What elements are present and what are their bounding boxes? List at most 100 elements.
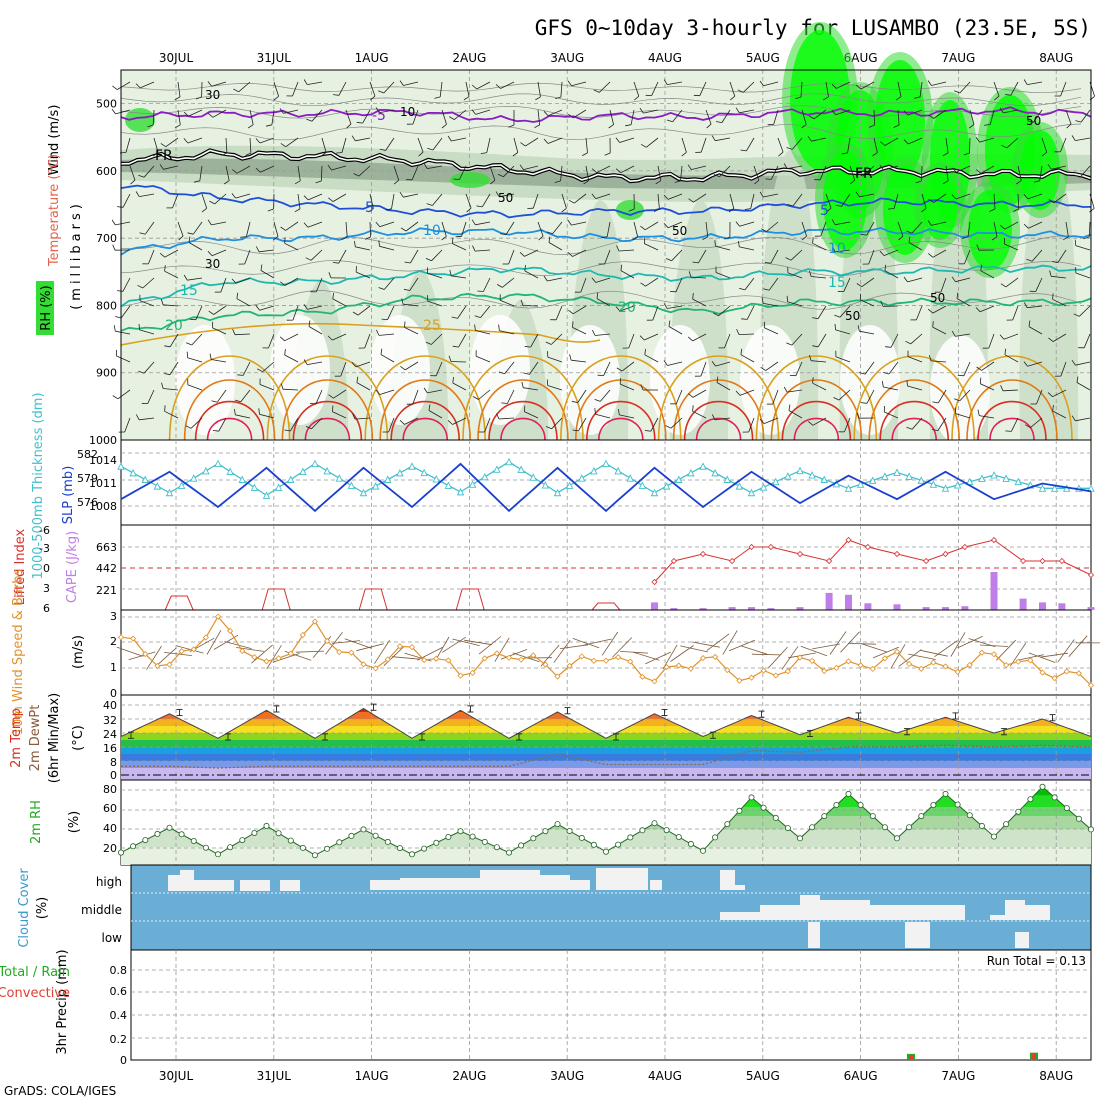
wind-barb [246, 221, 251, 237]
wind-barb-flag [352, 413, 356, 420]
wind10m-barb [392, 656, 420, 660]
wind-barb-flag [423, 163, 428, 169]
surface-temp-loop [574, 379, 667, 441]
wind-barb [729, 81, 736, 97]
wind-barb-flag [908, 236, 911, 243]
thickness-marker [978, 474, 986, 482]
thickness-marker [808, 471, 816, 479]
rh2m-marker [251, 830, 258, 837]
wind-barb-flag [232, 329, 236, 335]
wind-barb-flag [1071, 415, 1076, 422]
wind-barb-flag [885, 346, 892, 348]
wind-barb [450, 361, 467, 363]
wind-barb-flag [265, 124, 272, 127]
wind-barb [162, 304, 179, 307]
surface-temp-loop [266, 355, 389, 441]
wind-barb-flag [928, 355, 932, 362]
thickness-marker [553, 488, 562, 497]
wind-barb [787, 301, 803, 307]
wind-barb [1075, 417, 1091, 422]
lifted-index-hump [261, 588, 291, 611]
rh2m-marker [287, 837, 294, 844]
contour-label: 5 [365, 200, 374, 216]
thickness-marker [602, 459, 610, 468]
wind-barb [143, 165, 155, 178]
wind-barb [1002, 389, 1019, 392]
thickness-marker [675, 475, 683, 483]
wind-barb [187, 384, 203, 391]
wind-speed-contour [120, 260, 1082, 277]
wind-barb-flag [1023, 223, 1029, 229]
cloud-high-block [420, 878, 450, 890]
wind-barb-flag [692, 293, 694, 300]
wind-barb-flag [928, 253, 934, 258]
rh2m-marker [263, 822, 270, 829]
wind-barb-flag [428, 404, 431, 411]
rh2m-marker [578, 834, 585, 841]
wind10m-marker [493, 650, 500, 657]
wind-speed-contours [120, 82, 1082, 310]
precip-tick: 0.4 [110, 1009, 128, 1022]
wind-barb-flag [160, 298, 164, 305]
wind-barb-flag [968, 124, 975, 129]
wind-barb-flag [335, 152, 343, 154]
wind-barb [979, 137, 995, 143]
wind-barb-flag [427, 147, 434, 151]
wind-barb [715, 272, 731, 279]
thickness-marker [747, 488, 756, 497]
wind-barb [355, 137, 371, 142]
wind-barb [739, 246, 755, 251]
wind-barb-flag [135, 414, 140, 420]
rh-gap [930, 335, 990, 445]
wind-barb [547, 356, 563, 363]
wind-barb [537, 109, 541, 125]
wind-barb [169, 333, 179, 348]
wind-barb-flag [164, 265, 166, 272]
wind-barb [866, 221, 875, 236]
wind-barb-flag [706, 123, 712, 129]
wind-barb [800, 81, 803, 98]
wind-barb-flag [245, 152, 252, 156]
wind-barb-flag [687, 164, 692, 170]
rh-gap [470, 315, 530, 425]
wind-barb-flag [869, 124, 875, 128]
wind-barb [1031, 249, 1043, 262]
contour-label: 50 [930, 291, 945, 305]
wind-barb [530, 333, 539, 348]
rh2m-marker [857, 802, 864, 809]
wind-barb [404, 361, 419, 371]
wind-barb [385, 137, 395, 151]
wind-barb-flag [212, 430, 219, 432]
wind-barb [787, 165, 803, 169]
wind10m-barb [908, 653, 936, 660]
wind-barb-flag [711, 414, 716, 421]
lifted-index-marker [670, 557, 677, 565]
wind-barb-flag [744, 208, 751, 210]
wind-barb [427, 389, 443, 394]
wind-barb-flag [688, 393, 694, 398]
wind-barb [478, 389, 491, 400]
rh2m-marker [942, 790, 949, 797]
upper-ylabel-wind: Wind (m/s) [47, 105, 62, 176]
rh-moist [616, 200, 644, 220]
dewpoint-line [121, 744, 1092, 769]
surface-temp-loop [585, 400, 656, 441]
wind-barb [169, 361, 179, 375]
wind-barb-flag [1033, 180, 1040, 183]
wind10m-barb [332, 640, 360, 644]
wind-barb [273, 81, 279, 97]
wind-barb [379, 245, 395, 251]
wind-barb-flag [463, 96, 470, 101]
wind-barb-flag [956, 292, 959, 299]
wind-barb [746, 305, 755, 320]
lifted-index-marker [767, 543, 774, 551]
wind-barb [139, 417, 155, 421]
wind-barb [604, 249, 611, 265]
wind-barb [523, 165, 539, 170]
wind10m-marker [954, 668, 961, 675]
contour-label: FR [155, 148, 173, 164]
wind-barb [573, 193, 587, 204]
wind-barb-flag [594, 408, 596, 415]
wind-barb [768, 277, 779, 291]
contour-label: 20 [165, 318, 183, 334]
